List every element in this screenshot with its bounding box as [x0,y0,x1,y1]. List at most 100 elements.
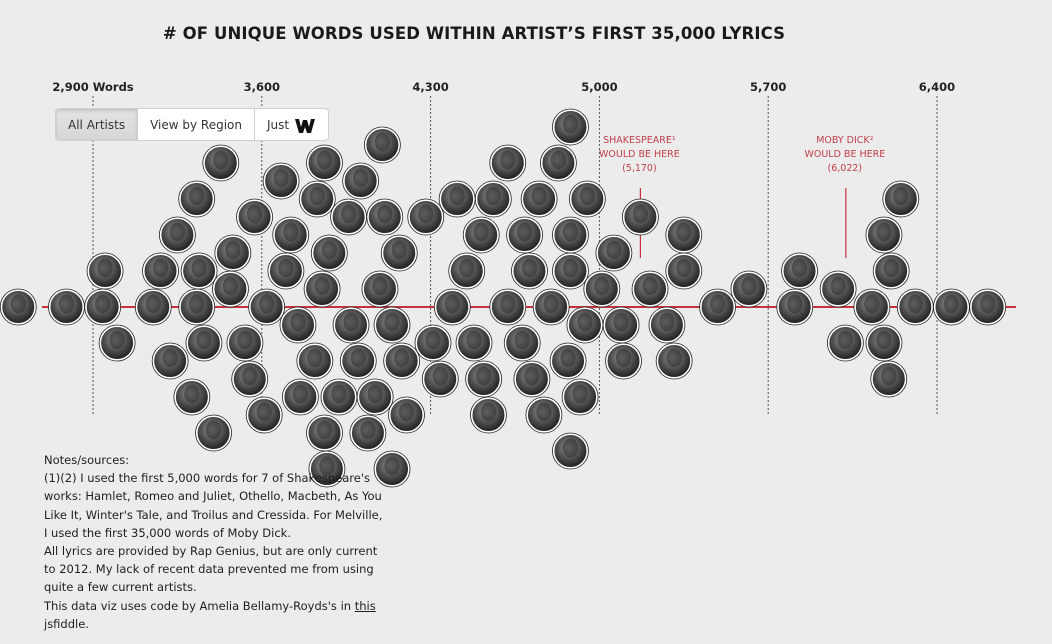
artist-point[interactable] [595,234,633,272]
artist-point[interactable] [332,306,370,344]
artist-point[interactable] [226,324,264,362]
artist-point[interactable] [407,198,445,236]
artist-point[interactable] [320,378,358,416]
artist-point[interactable] [665,216,703,254]
artist-point[interactable] [438,180,476,218]
artist-point[interactable] [142,252,179,290]
artist-point[interactable] [433,288,471,326]
artist-point[interactable] [349,414,387,452]
artist-point[interactable] [699,288,736,326]
artist-point[interactable] [236,198,273,236]
artist-point[interactable] [474,180,512,218]
artist-point[interactable] [178,288,216,326]
artist-point[interactable] [503,324,541,362]
artist-point[interactable] [826,324,864,362]
artist-point[interactable] [361,270,399,308]
artist-point[interactable] [665,252,703,290]
artist-point[interactable] [48,288,85,326]
artist-point[interactable] [303,270,341,308]
artist-point[interactable] [648,306,686,344]
jsfiddle-link[interactable]: this [354,598,376,613]
artist-point[interactable] [308,450,346,488]
artist-point[interactable] [0,288,37,326]
artist-point[interactable] [158,216,196,254]
artist-point[interactable] [383,342,421,380]
artist-point[interactable] [330,198,368,236]
artist-point[interactable] [231,360,269,398]
artist-point[interactable] [552,216,589,254]
artist-point[interactable] [532,288,570,326]
artist-point[interactable] [373,450,411,488]
artist-point[interactable] [655,342,693,380]
artist-point[interactable] [506,216,544,254]
artist-point[interactable] [86,252,124,290]
artist-point[interactable] [455,324,493,362]
artist-point[interactable] [552,432,589,470]
artist-point[interactable] [819,270,857,308]
view-by-region-button[interactable]: View by Region [138,109,255,140]
artist-point[interactable] [281,378,319,416]
artist-point[interactable] [414,324,452,362]
artist-point[interactable] [865,216,903,254]
artist-point[interactable] [872,252,910,290]
artist-point[interactable] [202,144,240,182]
artist-point[interactable] [605,342,642,380]
artist-point[interactable] [882,180,920,218]
artist-point[interactable] [173,378,211,416]
artist-point[interactable] [511,252,548,290]
artist-point[interactable] [279,306,317,344]
artist-point[interactable] [366,198,404,236]
artist-point[interactable] [98,324,136,362]
artist-point[interactable] [781,252,818,290]
artist-point[interactable] [549,342,587,380]
artist-point[interactable] [388,396,425,434]
artist-point[interactable] [465,360,503,398]
artist-point[interactable] [489,288,527,326]
artist-point[interactable] [730,270,768,308]
artist-point[interactable] [380,234,418,272]
artist-point[interactable] [421,360,459,398]
artist-point[interactable] [969,288,1007,326]
artist-point[interactable] [489,144,527,182]
artist-point[interactable] [262,162,300,200]
artist-point[interactable] [248,288,286,326]
artist-point[interactable] [267,252,305,290]
artist-point[interactable] [272,216,310,254]
artist-point[interactable] [470,396,507,434]
artist-point[interactable] [356,378,394,416]
artist-point[interactable] [448,252,486,290]
artist-point[interactable] [561,378,599,416]
artist-point[interactable] [621,198,659,236]
artist-point[interactable] [342,162,380,200]
artist-point[interactable] [896,288,934,326]
artist-point[interactable] [462,216,500,254]
artist-point[interactable] [306,414,343,452]
artist-point[interactable] [566,306,604,344]
artist-point[interactable] [310,234,348,272]
artist-point[interactable] [195,414,232,452]
artist-point[interactable] [552,252,589,290]
artist-point[interactable] [631,270,669,308]
artist-point[interactable] [151,342,189,380]
artist-point[interactable] [933,288,970,326]
artist-point[interactable] [865,324,903,362]
artist-point[interactable] [568,180,606,218]
artist-point[interactable] [212,270,249,308]
artist-point[interactable] [373,306,411,344]
artist-point[interactable] [214,234,252,272]
artist-point[interactable] [870,360,908,398]
artist-point[interactable] [178,180,216,218]
artist-point[interactable] [602,306,640,344]
artist-point[interactable] [84,288,122,326]
artist-point[interactable] [296,342,334,380]
artist-point[interactable] [525,396,563,434]
artist-point[interactable] [583,270,621,308]
artist-point[interactable] [298,180,336,218]
just-wu-tang-button[interactable]: Just [255,109,328,140]
artist-point[interactable] [245,396,283,434]
artist-point[interactable] [134,288,172,326]
artist-point[interactable] [513,360,551,398]
artist-point[interactable] [853,288,891,326]
artist-point[interactable] [185,324,223,362]
artist-point[interactable] [520,180,558,218]
